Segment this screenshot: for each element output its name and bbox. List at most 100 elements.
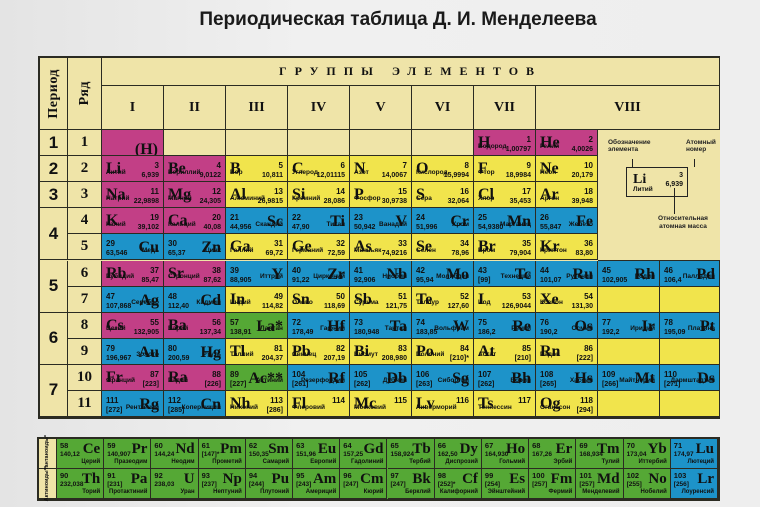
element-cell-cs[interactable]: Cs 55 132,905 Цезий bbox=[102, 312, 164, 339]
element-cell-ac[interactable]: Ac** 89 [227] Актиний bbox=[226, 364, 288, 391]
element-cell-mt[interactable]: Mt 109 [266] Майтнерий bbox=[598, 364, 660, 391]
actinide-cell[interactable]: Pu 94 [244] Плутоний bbox=[245, 469, 294, 499]
actinide-cell[interactable]: U 92 238,03 Уран bbox=[151, 469, 199, 499]
element-cell-sc[interactable]: Sc 21 44,956 Скандий bbox=[226, 208, 288, 235]
element-cell-sg[interactable]: Sg 106 [263] Сиборгий bbox=[412, 364, 474, 391]
element-cell-cn[interactable]: Cn 112 [285] Коперниций bbox=[164, 391, 226, 418]
actinide-cell[interactable]: Bk 97 [247] Берклий bbox=[387, 469, 435, 499]
lanthanide-cell[interactable]: Dy 66 162,50 Диспрозий bbox=[434, 439, 482, 469]
hydrogen-placeholder-cell[interactable]: (H) bbox=[102, 130, 164, 157]
actinide-cell[interactable]: Cm 96 [247] Кюрий bbox=[340, 469, 388, 499]
lanthanide-cell[interactable]: Er 68 167,26 Эрбий bbox=[529, 439, 577, 469]
element-cell-p[interactable]: P 15 30,9738 Фосфор bbox=[350, 182, 412, 209]
element-cell-as[interactable]: As 33 74,9216 Мышьяк bbox=[350, 234, 412, 261]
lanthanide-cell[interactable]: Pm 61 [147]* Прометий bbox=[198, 439, 246, 469]
element-cell-db[interactable]: Db 105 [262] Дубний bbox=[350, 364, 412, 391]
element-cell-c[interactable]: C 6 12,01115 Углерод bbox=[288, 156, 350, 183]
element-cell-mg[interactable]: Mg 12 24,305 Магний bbox=[164, 182, 226, 209]
element-cell-w[interactable]: W 74 183,85 Вольфрам bbox=[412, 312, 474, 339]
element-cell-la[interactable]: La* 57 138,91 Лантан bbox=[226, 312, 288, 339]
element-cell-ag[interactable]: Ag 47 107,868 Серебро bbox=[102, 286, 164, 313]
element-cell-cr[interactable]: Cr 24 51,996 Хром bbox=[412, 208, 474, 235]
element-cell-y[interactable]: Y 39 88,905 Иттрий bbox=[226, 260, 288, 287]
element-cell-ti[interactable]: Ti 22 47,90 Титан bbox=[288, 208, 350, 235]
element-cell-pd[interactable]: Pd 46 106,4 Палладий bbox=[660, 260, 720, 287]
element-cell-hs[interactable]: Hs 108 [265] Хассий bbox=[536, 364, 598, 391]
element-cell-rb[interactable]: Rb 37 85,47 Рубидий bbox=[102, 260, 164, 287]
element-cell-ds[interactable]: Ds 110 [271] Дармштадтий bbox=[660, 364, 720, 391]
actinide-cell[interactable]: Pa 91 [231] Протактиний bbox=[104, 469, 152, 499]
element-cell-bh[interactable]: Bh 107 [262] Борий bbox=[474, 364, 536, 391]
element-cell-ga[interactable]: Ga 31 69,72 Галлий bbox=[226, 234, 288, 261]
element-cell-ge[interactable]: Ge 32 72,59 Германий bbox=[288, 234, 350, 261]
element-cell-n[interactable]: N 7 14,0067 Азот bbox=[350, 156, 412, 183]
element-cell-cd[interactable]: Cd 48 112,40 Кадмий bbox=[164, 286, 226, 313]
element-cell-ta[interactable]: Ta 73 180,948 Тантал bbox=[350, 312, 412, 339]
element-cell-au[interactable]: Au 79 196,967 Золото bbox=[102, 338, 164, 365]
element-cell-ar[interactable]: Ar 18 39,948 Аргон bbox=[536, 182, 598, 209]
element-cell-at[interactable]: At 85 [210] Астат bbox=[474, 338, 536, 365]
element-cell-fl[interactable]: Fl 114 Флеровий bbox=[288, 391, 350, 418]
lanthanide-cell[interactable]: Sm 62 150,35 Самарий bbox=[245, 439, 294, 469]
lanthanide-cell[interactable]: Pr 59 140,907 Празеодим bbox=[104, 439, 152, 469]
element-cell-hg[interactable]: Hg 80 200,59 Ртуть bbox=[164, 338, 226, 365]
element-cell-nh[interactable]: Nh 113 [286] Нихоний bbox=[226, 391, 288, 418]
element-cell-ca[interactable]: Ca 20 40,08 Кальций bbox=[164, 208, 226, 235]
element-cell-na[interactable]: Na 11 22,9898 Натрий bbox=[102, 182, 164, 209]
element-cell-be[interactable]: Be 4 9,0122 Бериллий bbox=[164, 156, 226, 183]
element-cell-s[interactable]: S 16 32,064 Сера bbox=[412, 182, 474, 209]
element-cell-rh[interactable]: Rh 45 102,905 Родий bbox=[598, 260, 660, 287]
element-cell-zn[interactable]: Zn 30 65,37 Цинк bbox=[164, 234, 226, 261]
lanthanide-cell[interactable]: Gd 64 157,25 Гадолиний bbox=[340, 439, 388, 469]
element-cell-h[interactable]: H 1 1,00797 Водород bbox=[474, 130, 536, 157]
lanthanide-cell[interactable]: Yb 70 173,04 Иттербий bbox=[623, 439, 671, 469]
element-cell-ne[interactable]: Ne 10 20,179 Неон bbox=[536, 156, 598, 183]
element-cell-pt[interactable]: Pt 78 195,09 Платина bbox=[660, 312, 720, 339]
lanthanide-cell[interactable]: Tb 65 158,924 Тербий bbox=[387, 439, 435, 469]
element-cell-po[interactable]: Po 84 [210]* Полоний bbox=[412, 338, 474, 365]
element-cell-pb[interactable]: Pb 82 207,19 Свинец bbox=[288, 338, 350, 365]
lanthanide-cell[interactable]: Nd 60 144,24 Неодим bbox=[151, 439, 199, 469]
element-cell-kr[interactable]: Kr 36 83,80 Криптон bbox=[536, 234, 598, 261]
lanthanide-cell[interactable]: Tm 69 168,934 Тулий bbox=[576, 439, 624, 469]
element-cell-os[interactable]: Os 76 190,2 Осмий bbox=[536, 312, 598, 339]
element-cell-o[interactable]: O 8 15,9994 Кислород bbox=[412, 156, 474, 183]
element-cell-mo[interactable]: Mo 42 95,94 Молибден bbox=[412, 260, 474, 287]
actinide-cell[interactable]: Es 99 [254] Эйнштейний bbox=[481, 469, 530, 499]
actinide-cell[interactable]: Th 90 232,038 Торий bbox=[57, 469, 105, 499]
element-cell-rn[interactable]: Rn 86 [222] Радон bbox=[536, 338, 598, 365]
element-cell-in[interactable]: In 49 114,82 Индий bbox=[226, 286, 288, 313]
element-cell-ba[interactable]: Ba 56 137,34 Барий bbox=[164, 312, 226, 339]
actinide-cell[interactable]: Fm 100 [257] Фермий bbox=[529, 469, 577, 499]
actinide-cell[interactable]: No 102 [255] Нобелий bbox=[623, 469, 671, 499]
element-cell-tl[interactable]: Tl 81 204,37 Таллий bbox=[226, 338, 288, 365]
element-cell-sb[interactable]: Sb 51 121,75 Сурьма bbox=[350, 286, 412, 313]
element-cell-b[interactable]: B 5 10,811 Бор bbox=[226, 156, 288, 183]
element-cell-hf[interactable]: Hf 72 178,49 Гафний bbox=[288, 312, 350, 339]
element-cell-mc[interactable]: Mc 115 Московий bbox=[350, 391, 412, 418]
actinide-cell[interactable]: Np 93 [237] Нептуний bbox=[198, 469, 246, 499]
actinide-cell[interactable]: Md 101 [257] Менделевий bbox=[576, 469, 624, 499]
element-cell-xe[interactable]: Xe 54 131,30 Ксенон bbox=[536, 286, 598, 313]
actinide-cell[interactable]: Lr 103 [256] Лоуренсий bbox=[670, 469, 718, 499]
lanthanide-cell[interactable]: Eu 63 151,96 Европий bbox=[293, 439, 341, 469]
element-cell-li[interactable]: Li 3 6,939 Литий bbox=[102, 156, 164, 183]
element-cell-ru[interactable]: Ru 44 101,07 Рутений bbox=[536, 260, 598, 287]
element-cell-te[interactable]: Te 52 127,60 Теллур bbox=[412, 286, 474, 313]
element-cell-cu[interactable]: Cu 29 63,546 Медь bbox=[102, 234, 164, 261]
element-cell-rg[interactable]: Rg 111 [272] Рентгений bbox=[102, 391, 164, 418]
element-cell-k[interactable]: K 19 39,102 Калий bbox=[102, 208, 164, 235]
element-cell-mn[interactable]: Mn 25 54,9380 Марганец bbox=[474, 208, 536, 235]
element-cell-sr[interactable]: Sr 38 87,62 Стронций bbox=[164, 260, 226, 287]
element-cell-he[interactable]: He 2 4,0026 Гелий bbox=[536, 130, 598, 157]
actinide-cell[interactable]: Cf 98 [252]* Калифорний bbox=[434, 469, 482, 499]
element-cell-v[interactable]: V 23 50,942 Ванадий bbox=[350, 208, 412, 235]
element-cell-lv[interactable]: Lv 116 Ливерморий bbox=[412, 391, 474, 418]
element-cell-cl[interactable]: Cl 17 35,453 Хлор bbox=[474, 182, 536, 209]
element-cell-nb[interactable]: Nb 41 92,906 Ниобий bbox=[350, 260, 412, 287]
element-cell-se[interactable]: Se 34 78,96 Селен bbox=[412, 234, 474, 261]
element-cell-al[interactable]: Al 13 26,9815 Алюминий bbox=[226, 182, 288, 209]
element-cell-zr[interactable]: Zr 40 91,22 Цирконий bbox=[288, 260, 350, 287]
element-cell-sn[interactable]: Sn 50 118,69 Олово bbox=[288, 286, 350, 313]
element-cell-i[interactable]: I 53 126,9044 Иод bbox=[474, 286, 536, 313]
